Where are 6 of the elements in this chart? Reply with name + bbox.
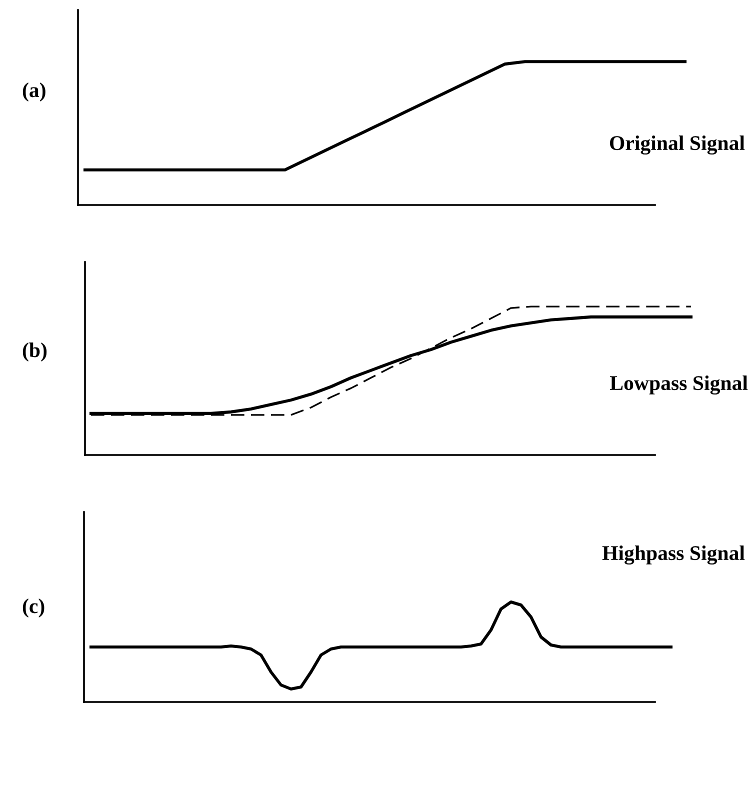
text: (c) [22, 598, 44, 618]
text: Highpass Signal [602, 545, 745, 565]
annotation: Original Signal [610, 135, 745, 155]
annotation: Lowpass Signal [610, 375, 748, 395]
text: (b) [22, 342, 47, 362]
text: (a) [22, 82, 46, 102]
